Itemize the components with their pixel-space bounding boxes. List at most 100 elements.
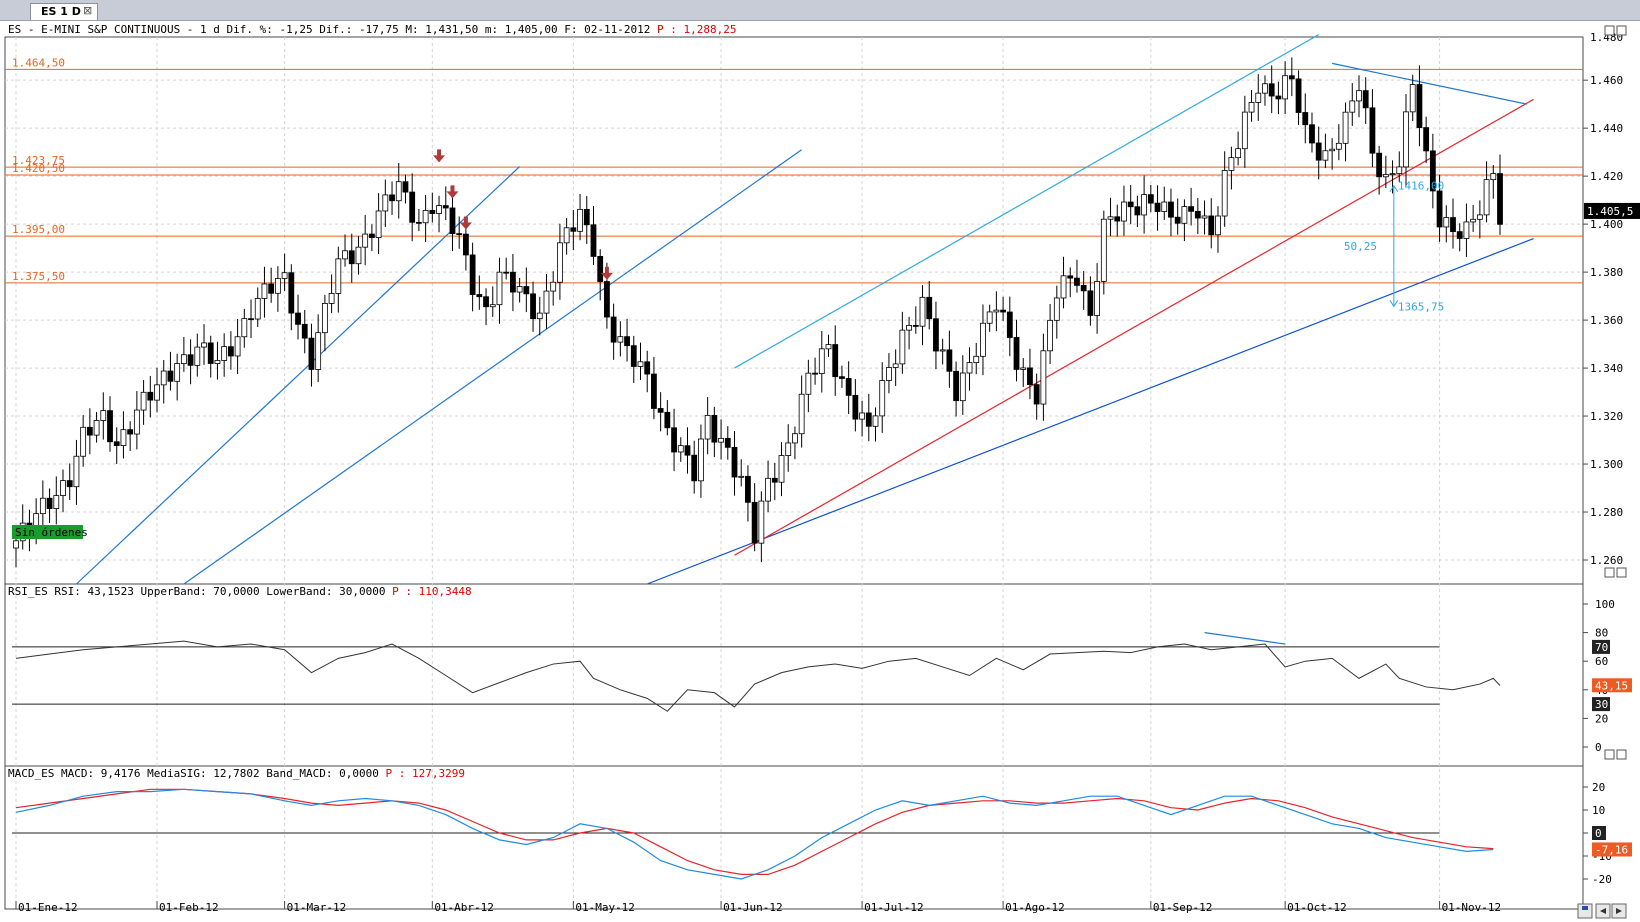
candle-body xyxy=(577,208,583,232)
minimize-icon[interactable] xyxy=(1604,749,1615,760)
minimize-icon[interactable] xyxy=(1604,25,1615,36)
rsi-upper-label: 70 xyxy=(1595,641,1608,654)
candle-body xyxy=(295,312,301,325)
x-tick-label: 01-Jun-12 xyxy=(723,901,783,914)
candle-body xyxy=(415,221,422,224)
candle-body xyxy=(1436,190,1443,228)
down-arrow-icon xyxy=(446,185,459,199)
candle-body xyxy=(1356,90,1362,102)
x-tick-label: 01-Feb-12 xyxy=(159,901,219,914)
candle-body xyxy=(194,346,201,366)
candle-body xyxy=(1483,179,1490,216)
rsi-tick-label: 0 xyxy=(1595,741,1602,754)
candle-body xyxy=(926,296,933,320)
measure-top-label: 1416,00 xyxy=(1398,180,1444,193)
candle-body xyxy=(1349,100,1356,113)
candle-body xyxy=(973,355,980,364)
macd-zero-tag xyxy=(1592,826,1606,840)
candle-body xyxy=(301,323,308,339)
measure-diff-label: 50,25 xyxy=(1344,240,1377,253)
candle-body xyxy=(1194,210,1201,219)
candle-body xyxy=(906,325,912,331)
candle-body xyxy=(879,380,886,417)
candle-body xyxy=(933,318,939,352)
candle-body xyxy=(1476,214,1483,220)
maximize-icon[interactable] xyxy=(1616,567,1627,578)
candle-body xyxy=(651,373,657,409)
candle-body xyxy=(1087,290,1094,316)
save-icon[interactable] xyxy=(1577,903,1593,919)
macd-zero-label: 0 xyxy=(1595,827,1602,840)
maximize-icon[interactable] xyxy=(1616,25,1627,36)
candle-body xyxy=(919,296,926,327)
y-tick-label-top: 1.480 xyxy=(1590,31,1623,44)
candle-body xyxy=(758,500,765,544)
trend-line xyxy=(1332,62,1527,105)
rsi-value-label: 43,15 xyxy=(1595,679,1628,692)
candle-body xyxy=(93,420,100,436)
candle-body xyxy=(993,309,1000,313)
candle-body xyxy=(698,438,704,482)
bottom-toolbar xyxy=(1577,903,1627,919)
candle-body xyxy=(60,480,66,496)
candle-body xyxy=(1013,337,1020,370)
candle-body xyxy=(630,345,637,367)
candle-body xyxy=(852,394,859,420)
candle-body xyxy=(1416,84,1423,128)
candle-body xyxy=(389,194,395,202)
rsi-tick-label: 60 xyxy=(1595,655,1608,668)
candle-body xyxy=(677,445,684,453)
candle-body xyxy=(1382,174,1389,178)
candle-body xyxy=(1020,367,1027,370)
candle-body xyxy=(1315,142,1322,161)
candle-body xyxy=(382,194,389,212)
candle-body xyxy=(1000,309,1006,313)
candle-body xyxy=(268,283,275,294)
candle-body xyxy=(1342,111,1349,144)
candle-body xyxy=(516,286,523,293)
candle-body xyxy=(1127,201,1134,208)
level-label: 1.423,75 xyxy=(12,154,65,167)
candle-body xyxy=(1429,150,1436,192)
rsi-panel xyxy=(4,583,1584,767)
tab-es-1d[interactable]: ES 1 D ⊠ xyxy=(30,3,98,20)
candle-body xyxy=(1268,83,1275,97)
candle-body xyxy=(1262,83,1268,94)
candle-body xyxy=(865,412,872,427)
candle-body xyxy=(1080,285,1087,292)
candle-body xyxy=(1470,218,1477,223)
candle-body xyxy=(624,336,630,347)
candle-body xyxy=(671,427,677,453)
y-tick-label: 1.420 xyxy=(1590,170,1623,183)
candle-body xyxy=(872,415,879,427)
candle-body xyxy=(127,429,134,435)
candle-body xyxy=(1490,173,1497,181)
minimize-icon[interactable] xyxy=(1604,567,1615,578)
maximize-icon[interactable] xyxy=(1616,749,1627,760)
panel-buttons[interactable] xyxy=(1604,25,1627,760)
orders-badge xyxy=(12,525,83,539)
candle-body xyxy=(590,224,597,257)
candle-body xyxy=(207,342,214,364)
level-label: 1.464,50 xyxy=(12,56,65,69)
measure-arrow-bottom xyxy=(1389,300,1399,308)
candle-body xyxy=(785,442,792,456)
level-lines: 1.464,50 1.423,751.420,50 1.395,00 1.375,50 xyxy=(5,56,1583,284)
rsi-series xyxy=(12,632,1501,712)
candle-body xyxy=(845,378,852,396)
candle-body xyxy=(1047,319,1053,352)
candle-body xyxy=(1335,142,1342,150)
scroll-right-arrow xyxy=(1616,908,1622,914)
candle-body xyxy=(510,271,516,293)
candle-body xyxy=(227,346,234,357)
candle-body xyxy=(1168,201,1174,218)
candle-body xyxy=(1282,75,1289,100)
x-tick-label: 01-Sep-12 xyxy=(1153,901,1213,914)
candle-body xyxy=(1309,124,1315,144)
candle-body xyxy=(214,360,221,364)
candle-body xyxy=(1188,206,1195,212)
tab-close-icon[interactable]: ⊠ xyxy=(83,4,93,17)
candle-body xyxy=(1255,92,1262,103)
candle-body xyxy=(1107,216,1114,220)
axis-labels: 01-Ene-12 01-Feb-12 01-Mar-12 01-Abr-12 01-M… xyxy=(18,31,1640,914)
